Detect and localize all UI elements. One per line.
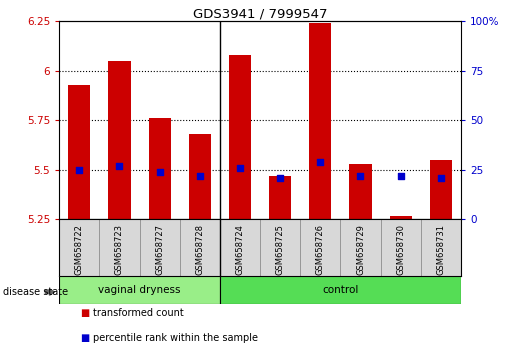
Bar <box>68 85 90 219</box>
Point <box>437 175 445 181</box>
Bar <box>340 219 381 276</box>
Text: GSM658728: GSM658728 <box>195 224 204 275</box>
Text: percentile rank within the sample: percentile rank within the sample <box>93 333 258 343</box>
Text: GSM658722: GSM658722 <box>75 224 84 275</box>
Point <box>356 173 365 179</box>
Bar <box>180 219 220 276</box>
Bar <box>109 61 130 219</box>
Point <box>316 159 324 165</box>
Bar <box>149 118 170 219</box>
Bar <box>310 23 331 219</box>
Bar <box>260 219 300 276</box>
Text: GSM658731: GSM658731 <box>436 224 445 275</box>
Text: GSM658730: GSM658730 <box>396 224 405 275</box>
Point <box>236 165 244 171</box>
Text: GSM658725: GSM658725 <box>276 224 285 275</box>
Point <box>397 173 405 179</box>
Bar <box>99 219 140 276</box>
Text: GSM658724: GSM658724 <box>235 224 245 275</box>
Text: disease state: disease state <box>3 287 67 297</box>
Text: ■: ■ <box>80 308 89 318</box>
Bar <box>390 216 411 219</box>
Text: ■: ■ <box>80 333 89 343</box>
Point <box>196 173 204 179</box>
Text: GSM658723: GSM658723 <box>115 224 124 275</box>
Bar <box>430 160 452 219</box>
Bar <box>229 55 251 219</box>
Text: vaginal dryness: vaginal dryness <box>98 285 181 295</box>
Text: transformed count: transformed count <box>93 308 183 318</box>
Bar <box>381 219 421 276</box>
Bar <box>59 276 220 304</box>
Bar <box>189 134 211 219</box>
Bar <box>59 219 99 276</box>
Point <box>115 163 124 169</box>
Text: GSM658727: GSM658727 <box>155 224 164 275</box>
Bar <box>220 219 260 276</box>
Bar <box>220 276 461 304</box>
Text: control: control <box>322 285 358 295</box>
Point <box>276 175 284 181</box>
Bar <box>350 164 371 219</box>
Bar <box>269 176 291 219</box>
Bar <box>300 219 340 276</box>
Point <box>75 167 83 173</box>
Text: GSM658726: GSM658726 <box>316 224 325 275</box>
Bar <box>140 219 180 276</box>
Title: GDS3941 / 7999547: GDS3941 / 7999547 <box>193 7 328 20</box>
Bar <box>421 219 461 276</box>
Text: GSM658729: GSM658729 <box>356 224 365 275</box>
Point <box>156 169 164 175</box>
